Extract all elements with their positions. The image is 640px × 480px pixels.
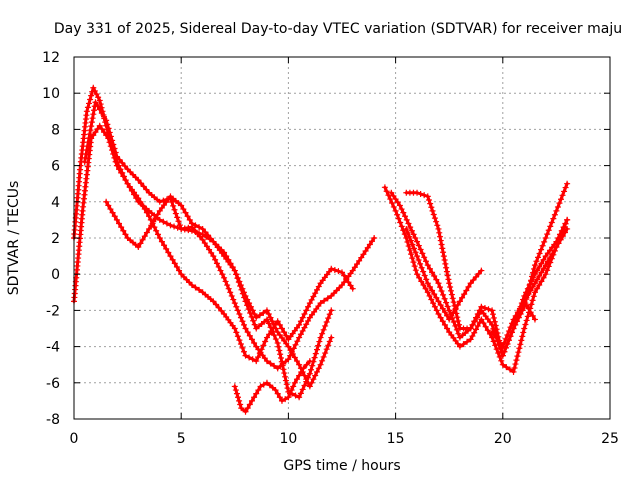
y-tick-label: 4 (51, 195, 60, 211)
x-tick-label: 25 (601, 431, 619, 447)
y-tick-label: 2 (51, 231, 60, 247)
y-tick-label: 12 (42, 50, 60, 66)
series-track-11-markers (510, 225, 571, 328)
x-axis-label: GPS time / hours (283, 458, 400, 474)
grid-layer (74, 57, 610, 419)
series-track-5-markers (231, 358, 313, 415)
series-track-4-markers (103, 193, 335, 390)
y-tick-label: -2 (46, 303, 60, 319)
tick-layer: 0 5 10 15 20 25 -8 -6 -4 -2 0 2 4 6 8 10 12 (42, 50, 619, 447)
x-tick-label: 5 (177, 431, 186, 447)
y-tick-label: 0 (51, 267, 60, 283)
chart-title: Day 331 of 2025, Sidereal Day-to-day VTE… (54, 21, 622, 37)
y-axis-label: SDTVAR / TECUs (6, 181, 22, 296)
x-tick-label: 20 (494, 431, 512, 447)
series-track-9-markers (403, 180, 571, 359)
y-tick-label: 6 (51, 159, 60, 175)
y-tick-label: -4 (46, 340, 60, 356)
x-tick-label: 0 (70, 431, 79, 447)
y-tick-label: 10 (42, 86, 60, 102)
series-track-5 (233, 359, 312, 414)
series-track-8-markers (403, 225, 485, 323)
y-tick-label: -8 (46, 412, 60, 428)
series-layer (71, 84, 571, 415)
y-tick-label: 8 (51, 122, 60, 138)
series-track-1-markers (71, 84, 378, 372)
x-tick-label: 10 (279, 431, 297, 447)
y-tick-label: -6 (46, 376, 60, 392)
x-tick-label: 15 (387, 431, 405, 447)
